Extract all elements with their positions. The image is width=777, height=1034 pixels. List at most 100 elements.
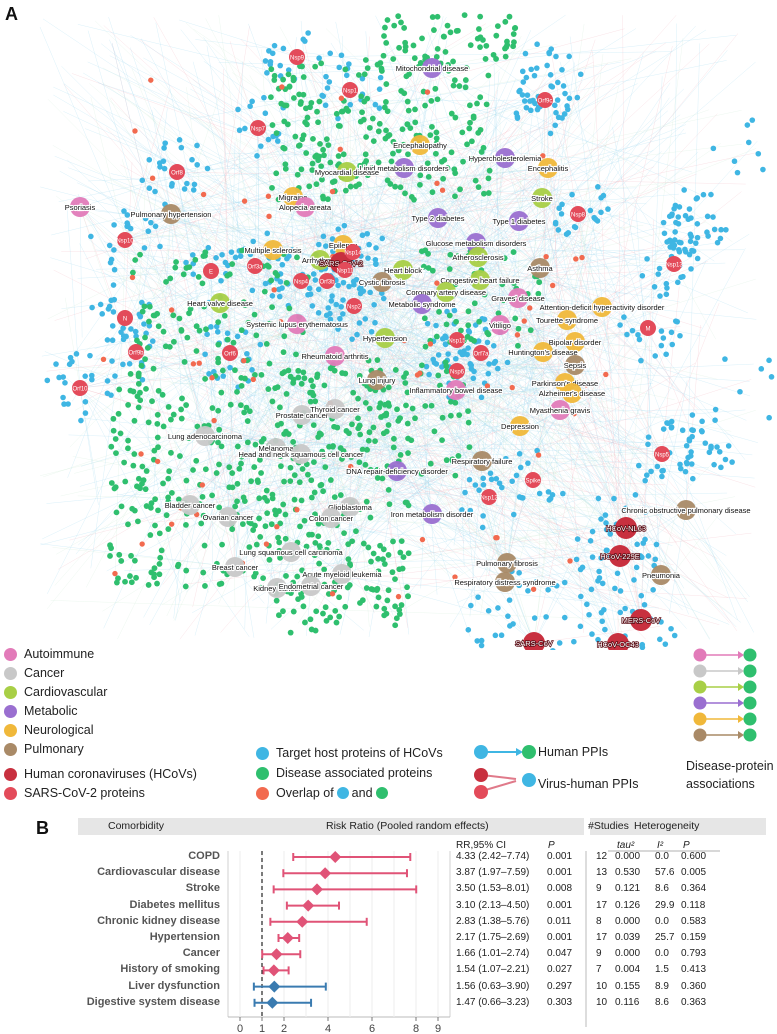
disease-node-label: Type 2 diabetes: [412, 214, 465, 223]
disease-mini-icon: [375, 787, 388, 799]
disease-node-circle: [394, 158, 414, 178]
disease-node-circle: [287, 314, 307, 334]
x-tick-label: 9: [435, 1023, 441, 1034]
disease-node: Head and neck squamous cell cancer: [237, 444, 365, 464]
disease-node: Tourette syndrome: [535, 310, 599, 330]
disease-node-circle: [340, 497, 360, 517]
sars-protein-label: Nsp12: [480, 496, 498, 502]
disease-node-label: Melanoma: [258, 444, 294, 453]
disease-node-circle: [530, 258, 550, 278]
disease-node-circle: [210, 293, 230, 313]
x-tick-label: 4: [325, 1023, 331, 1034]
disease-node: Chronic obstructive pulmonary disease: [620, 500, 752, 520]
sars-protein-node: Orf9b: [128, 344, 144, 360]
disease-node-circle: [263, 240, 283, 260]
disease-node-circle: [325, 399, 345, 419]
pulmonary-swatch: [4, 742, 17, 756]
disease-node-circle: [436, 282, 456, 302]
sars-protein-node: Orf7a: [473, 345, 489, 361]
disease-node-circle: [337, 162, 357, 182]
disease-node-circle: [387, 461, 407, 481]
disease-node: Pneumonia: [641, 565, 682, 585]
panel-letter-a: A: [5, 4, 18, 24]
forest-plot-svg: 0 1 2 4 6 8 9: [227, 850, 720, 1034]
ppi-legend-glyphs: [474, 745, 536, 799]
sars-protein-label: Orf9c: [538, 99, 553, 105]
sars-protein-node: Nsp14: [344, 244, 362, 260]
disease-node-circle: [310, 250, 330, 270]
hcov-node-label: HCoV-NL63: [606, 524, 646, 533]
disease-node: Endometrial cancer: [278, 576, 345, 596]
disease-node: Colon cancer: [308, 508, 355, 528]
disease-node-label: Bladder cancer: [165, 501, 216, 510]
sars-protein-node: Nsp2: [346, 298, 362, 314]
sars-protein-label: Spike: [525, 479, 541, 485]
disease-node: Graves' disease: [490, 288, 546, 308]
disease-node: Melanoma: [257, 438, 295, 458]
disease-node-label: Tourette syndrome: [536, 316, 598, 325]
panel-b-forest-plot: B Comorbidity Risk Ratio (Pooled random …: [0, 815, 777, 1034]
disease-node: Myasthenia gravis: [529, 400, 592, 420]
disease-node: Systemic lupus erythematosus: [245, 314, 349, 334]
comorbidity-label: COPD: [188, 850, 220, 862]
disease-node-label: Mitochondrial disease: [396, 64, 469, 73]
disease-node-label: Alzheimer's disease: [539, 389, 605, 398]
legend-label: Cancer: [24, 666, 65, 680]
hcov-node-label: SARS-CoV: [515, 639, 553, 648]
disease-node-label: Asthma: [527, 264, 553, 273]
disease-node-circle: [508, 288, 528, 308]
disease-node-circle: [422, 504, 442, 524]
disease-node-circle: [375, 328, 395, 348]
comorbidity-label: Cancer: [182, 947, 220, 960]
sars-protein-label: Orf9b: [128, 351, 144, 357]
legend-dp-line2: associations: [686, 777, 755, 791]
disease-node-circle: [446, 380, 466, 400]
hcov-node: HCoV-229E: [599, 545, 641, 567]
disease-node-circle: [291, 444, 311, 464]
disease-node-label: Heart block: [384, 266, 422, 275]
sars-protein-node: Spike: [525, 472, 541, 488]
sars-protein-node: Nsp8: [570, 206, 586, 222]
legend-virus-ppi: Virus-human PPIs: [538, 777, 639, 791]
disease-node-circle: [497, 553, 517, 573]
sars-protein-node: Orf9c: [537, 92, 553, 108]
legend-label: Human coronaviruses (HCoVs): [24, 767, 197, 781]
disease-node-label: Attention-deficit hyperactivity disorder: [540, 303, 665, 312]
disease-node-circle: [332, 564, 352, 584]
sars-protein-node: Nsp12: [480, 489, 498, 505]
sars-protein-node: N: [117, 310, 133, 326]
legend-label: Overlap of: [276, 786, 334, 800]
disease-node-label: Multiple sclerosis: [244, 246, 301, 255]
sars-protein-node: Nsp13: [665, 256, 683, 272]
sars-protein-circle: [666, 256, 682, 272]
disease-node-circle: [468, 247, 488, 267]
disease-node-circle: [281, 542, 301, 562]
forest-row-mark: [272, 883, 418, 896]
sars-protein-node: Orf3a: [247, 258, 263, 274]
disease-node-circle: [592, 297, 612, 317]
disease-node-label: Breast cancer: [212, 563, 259, 572]
disease-node-circle: [367, 370, 387, 390]
hcov-node: HCoV-NL63: [605, 517, 647, 539]
disease-node: Hypercholesterolemia: [468, 148, 543, 168]
sars-protein-label: E: [209, 270, 213, 276]
sars-protein-node: Orf8: [169, 164, 185, 180]
disease-node-circle: [562, 383, 582, 403]
disease-node: Depression: [500, 416, 540, 436]
sars-protein-node: Nsp15: [448, 332, 466, 348]
dp-legend-neurological: [693, 712, 707, 726]
forest-row-mark: [282, 867, 408, 880]
disease-node-label: Chronic obstructive pulmonary disease: [621, 506, 750, 515]
legend-dp-line1: Disease-protein: [686, 759, 774, 773]
disease-node-circle: [428, 208, 448, 228]
disease-node-label: Huntington's disease: [508, 348, 577, 357]
disease-node: Heart block: [383, 260, 423, 280]
disease-node-label: Graves' disease: [491, 294, 545, 303]
sars-protein-label: Nsp14: [344, 251, 362, 257]
legend-label: Disease associated proteins: [276, 766, 433, 780]
disease-node-label: Hypertension: [363, 334, 407, 343]
disease-node-circle: [676, 500, 696, 520]
legend-label: Cardiovascular: [24, 685, 108, 699]
legend-disease-proteins: Disease associated proteins: [256, 766, 432, 780]
disease-node-label: Migraine: [279, 193, 308, 202]
